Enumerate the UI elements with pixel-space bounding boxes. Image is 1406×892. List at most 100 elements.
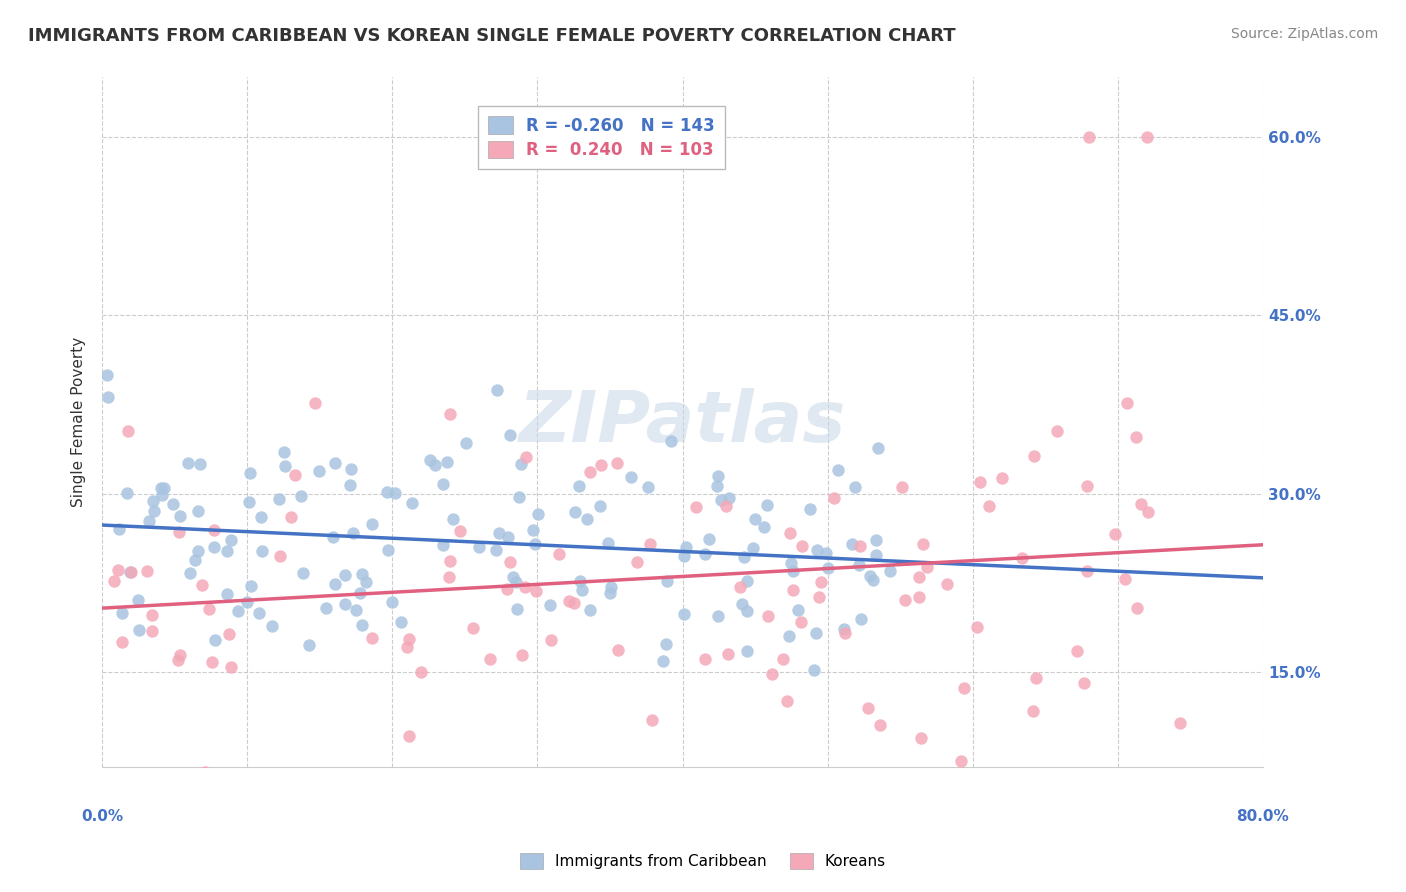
Point bbox=[269, 491, 291, 506]
Point bbox=[166, 652, 188, 666]
Point bbox=[908, 591, 931, 605]
Point bbox=[103, 574, 125, 588]
Point bbox=[908, 570, 931, 584]
Y-axis label: Single Female Poverty: Single Female Poverty bbox=[72, 337, 86, 508]
Point bbox=[910, 731, 932, 745]
Point bbox=[138, 514, 160, 528]
Point bbox=[117, 424, 139, 438]
Point bbox=[706, 479, 728, 493]
Point bbox=[510, 457, 533, 471]
Point bbox=[856, 701, 879, 715]
Point bbox=[710, 492, 733, 507]
Point bbox=[990, 471, 1012, 485]
Point bbox=[834, 625, 856, 640]
Point bbox=[187, 543, 209, 558]
Point bbox=[806, 542, 828, 557]
Point bbox=[742, 541, 765, 556]
Point bbox=[141, 608, 163, 623]
Point bbox=[360, 516, 382, 531]
Point bbox=[183, 553, 205, 567]
Point bbox=[806, 626, 828, 640]
Point bbox=[527, 507, 550, 521]
Point bbox=[780, 556, 803, 570]
Point bbox=[177, 456, 200, 470]
Point bbox=[512, 648, 534, 662]
Point bbox=[118, 565, 141, 579]
Point bbox=[817, 561, 839, 575]
Point bbox=[699, 533, 721, 547]
Point bbox=[398, 729, 420, 743]
Point bbox=[150, 488, 173, 502]
Point bbox=[298, 638, 321, 652]
Point bbox=[499, 555, 522, 569]
Point bbox=[638, 537, 661, 551]
Point bbox=[1073, 676, 1095, 690]
Point bbox=[201, 655, 224, 669]
Point bbox=[322, 530, 344, 544]
Point bbox=[143, 504, 166, 518]
Point bbox=[290, 489, 312, 503]
Point bbox=[117, 486, 139, 500]
Point bbox=[339, 478, 361, 492]
Point bbox=[1024, 450, 1046, 464]
Point bbox=[786, 603, 808, 617]
Point bbox=[502, 570, 524, 584]
Point bbox=[844, 480, 866, 494]
Point bbox=[1125, 601, 1147, 615]
Point bbox=[568, 574, 591, 589]
Point bbox=[485, 542, 508, 557]
Point bbox=[977, 500, 1000, 514]
Point bbox=[589, 458, 612, 472]
Point bbox=[790, 615, 813, 630]
Point bbox=[524, 537, 547, 551]
Point bbox=[449, 524, 471, 538]
Point bbox=[891, 480, 914, 494]
Point bbox=[1136, 129, 1159, 144]
Point bbox=[808, 591, 831, 605]
Point bbox=[706, 609, 728, 624]
Point bbox=[496, 582, 519, 596]
Point bbox=[236, 595, 259, 609]
Point bbox=[215, 544, 238, 558]
Point bbox=[810, 574, 832, 589]
Point bbox=[1022, 704, 1045, 718]
Point bbox=[496, 530, 519, 544]
Point bbox=[599, 585, 621, 599]
Point bbox=[439, 407, 461, 421]
Point bbox=[111, 635, 134, 649]
Point bbox=[524, 583, 547, 598]
Point bbox=[752, 520, 775, 534]
Point bbox=[456, 436, 478, 450]
Point bbox=[596, 536, 619, 550]
Point bbox=[803, 663, 825, 677]
Point bbox=[731, 597, 754, 611]
Point bbox=[849, 612, 872, 626]
Point bbox=[792, 539, 814, 553]
Point bbox=[411, 665, 433, 679]
Point bbox=[832, 622, 855, 636]
Point bbox=[304, 396, 326, 410]
Point bbox=[1137, 505, 1160, 519]
Point bbox=[778, 629, 800, 643]
Point bbox=[600, 580, 623, 594]
Point bbox=[717, 491, 740, 505]
Point bbox=[558, 594, 581, 608]
Point bbox=[250, 544, 273, 558]
Point bbox=[461, 621, 484, 635]
Point bbox=[169, 648, 191, 663]
Point bbox=[280, 510, 302, 524]
Point bbox=[360, 631, 382, 645]
Point bbox=[142, 494, 165, 508]
Point bbox=[425, 458, 447, 472]
Point bbox=[562, 596, 585, 610]
Point bbox=[755, 498, 778, 512]
Point bbox=[1076, 565, 1098, 579]
Point bbox=[315, 601, 337, 615]
Point bbox=[111, 606, 134, 620]
Point bbox=[398, 632, 420, 646]
Point bbox=[488, 525, 510, 540]
Point bbox=[204, 632, 226, 647]
Point bbox=[1130, 497, 1153, 511]
Point bbox=[128, 623, 150, 637]
Point bbox=[775, 694, 797, 708]
